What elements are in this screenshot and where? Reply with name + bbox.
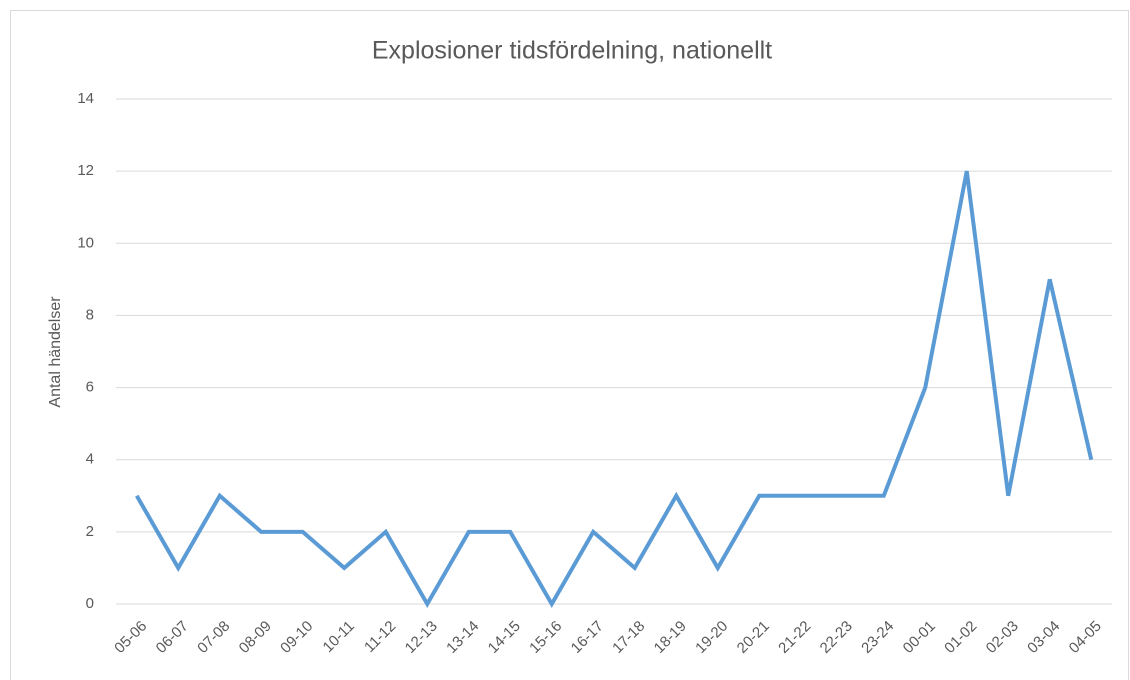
y-tick-label: 4 bbox=[86, 451, 94, 468]
chart-frame bbox=[10, 10, 1129, 680]
data-line bbox=[135, 170, 1094, 609]
y-tick-label: 0 bbox=[86, 595, 94, 612]
y-tick-label: 10 bbox=[77, 234, 94, 251]
y-axis-label: Antal händelser bbox=[47, 296, 64, 408]
y-tick-label: 2 bbox=[86, 523, 94, 540]
y-tick-label: 12 bbox=[77, 162, 94, 179]
y-tick-label: 14 bbox=[77, 90, 94, 107]
chart-title: Explosioner tidsfördelning, nationellt bbox=[372, 37, 772, 65]
y-tick-label: 8 bbox=[86, 306, 94, 323]
y-tick-label: 6 bbox=[86, 379, 94, 396]
